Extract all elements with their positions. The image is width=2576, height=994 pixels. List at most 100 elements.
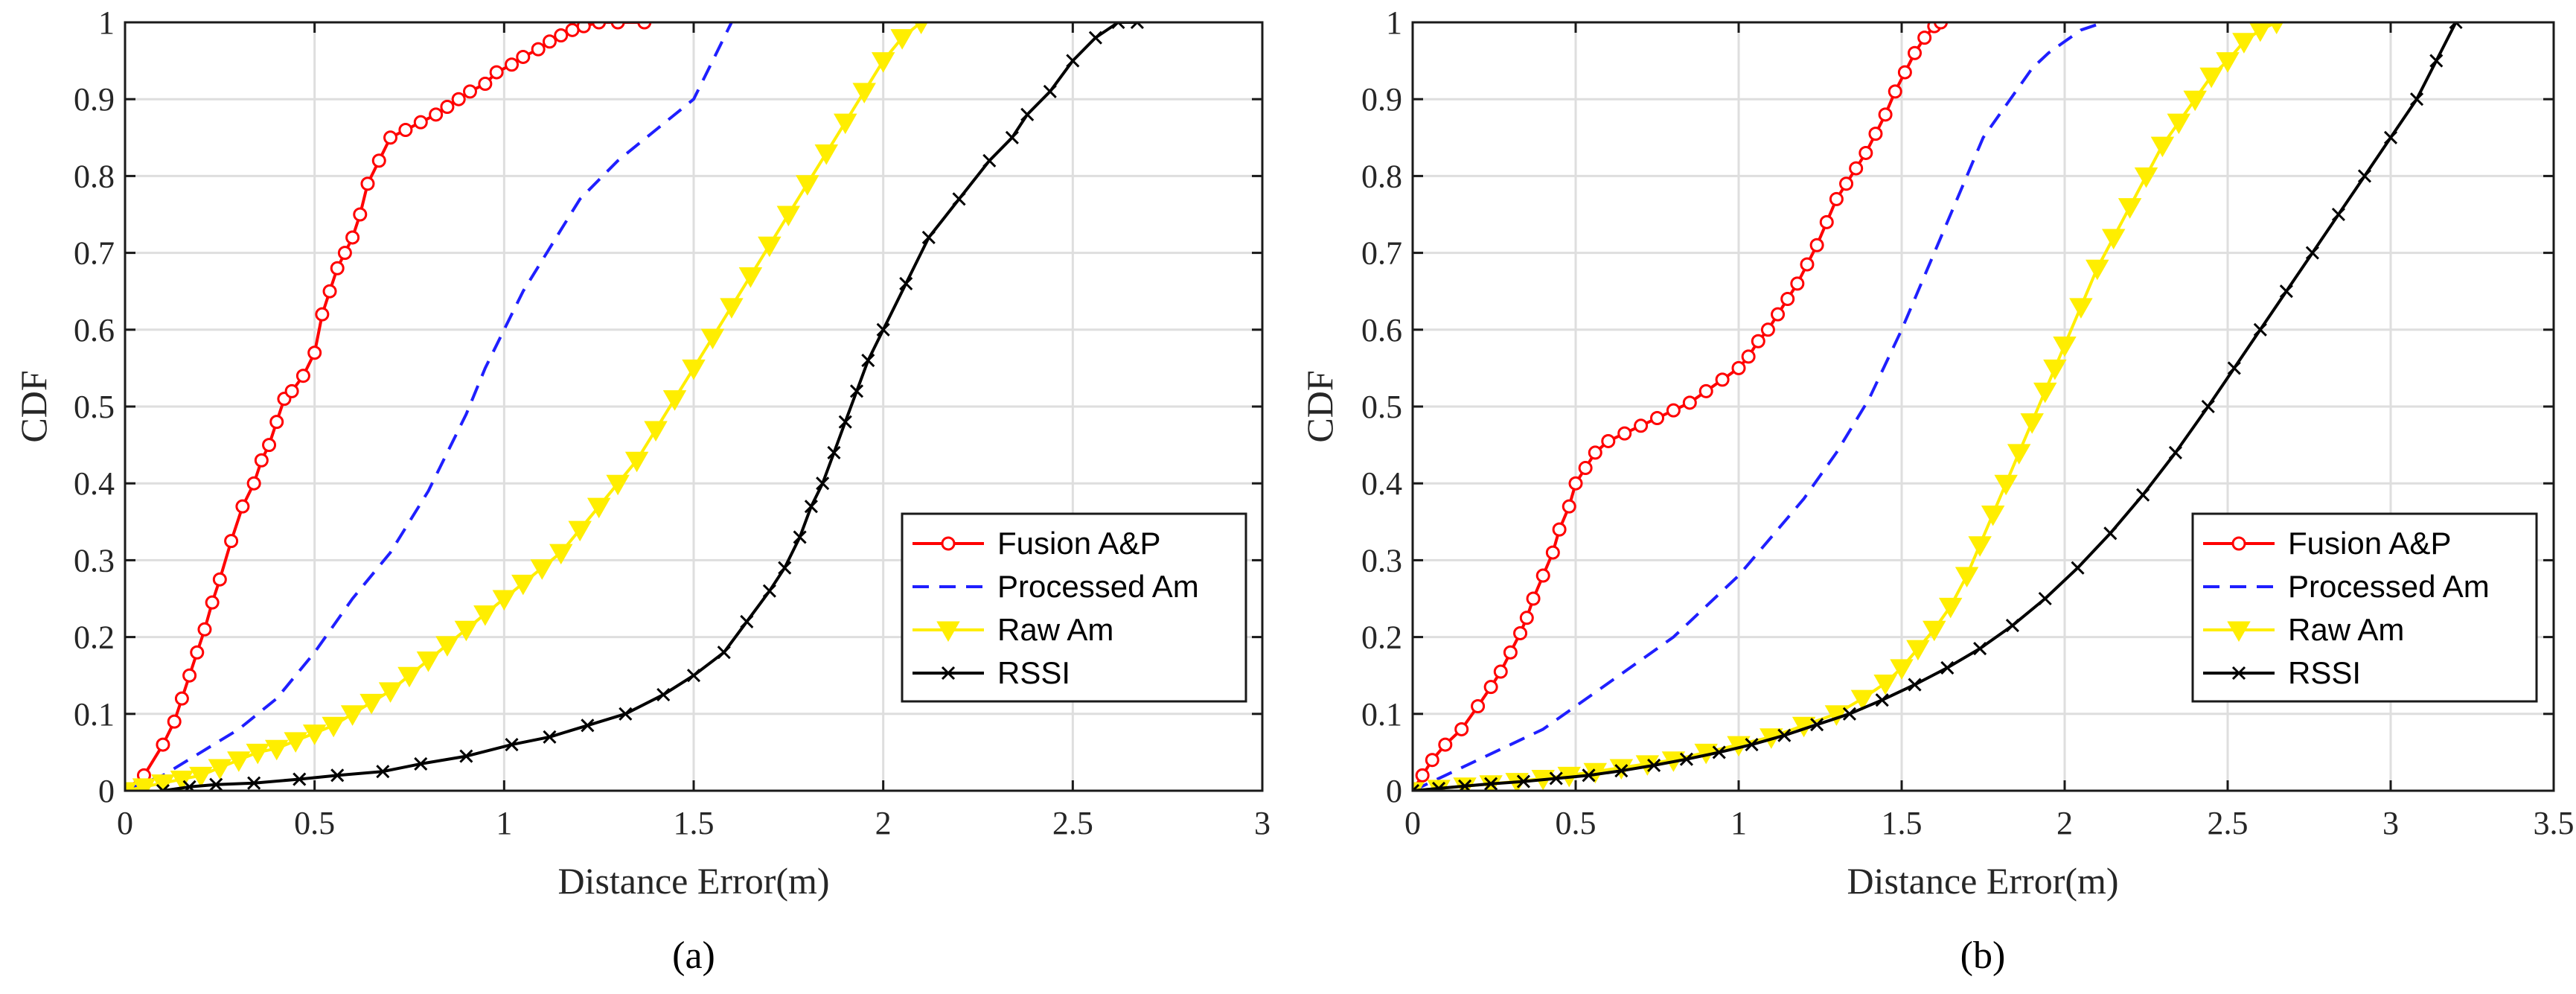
data-point: [511, 574, 535, 596]
data-point: [174, 691, 189, 706]
data-point: [1868, 127, 1883, 141]
data-point: [489, 65, 504, 80]
data-point: [1519, 611, 1534, 625]
data-point: [1908, 678, 1922, 692]
data-point: [1582, 768, 1596, 783]
y-axis-label: CDF: [13, 370, 54, 442]
data-point: [435, 636, 459, 657]
y-tick-label: 0.8: [74, 158, 115, 194]
data-point: [371, 153, 386, 168]
legend-marker: [941, 536, 956, 551]
data-point: [182, 780, 196, 791]
data-point: [322, 284, 337, 299]
legend-item-processed-am: Processed Am: [2203, 569, 2490, 604]
data-point: [1973, 642, 1987, 656]
data-point: [2305, 246, 2319, 260]
data-point: [337, 246, 352, 261]
data-point: [269, 415, 284, 430]
legend-marker: [2231, 536, 2246, 551]
data-point: [208, 759, 232, 780]
data-point: [2069, 298, 2093, 319]
data-point: [2134, 167, 2158, 188]
data-point: [167, 714, 182, 729]
data-point: [1415, 768, 1430, 783]
data-point: [1130, 22, 1144, 30]
series-line-rssi: [1413, 22, 2458, 791]
data-point: [1545, 545, 1560, 560]
data-point: [189, 766, 213, 788]
data-point: [2227, 361, 2241, 375]
data-point: [2086, 259, 2109, 281]
data-point: [2383, 130, 2398, 144]
y-tick-label: 0.1: [74, 696, 115, 733]
data-point: [2103, 526, 2118, 541]
data-point: [1483, 680, 1498, 695]
x-tick-label: 0: [117, 805, 133, 841]
x-tick-label: 2.5: [1052, 805, 1093, 841]
data-point: [1890, 659, 1914, 680]
data-point: [190, 645, 205, 660]
x-tick-label: 1: [1730, 805, 1747, 841]
data-point: [1888, 84, 1902, 99]
data-point: [738, 267, 763, 288]
data-point: [982, 153, 997, 168]
data-point: [397, 666, 421, 688]
data-point: [1005, 130, 1019, 144]
data-point: [914, 22, 928, 35]
data-point: [531, 42, 546, 57]
data-point: [1568, 476, 1583, 491]
data-point: [262, 438, 277, 453]
y-tick-label: 0.5: [1361, 389, 1402, 425]
data-point: [2269, 22, 2283, 35]
data-point: [530, 559, 554, 580]
legend-item-fusion-aandp: Fusion A&P: [2203, 526, 2451, 561]
data-point: [2005, 619, 2019, 633]
y-tick-label: 0.2: [74, 619, 115, 656]
legend-label: Fusion A&P: [997, 526, 1160, 561]
data-point: [1842, 707, 1856, 721]
data-point: [2216, 52, 2240, 73]
data-point: [1780, 292, 1795, 307]
data-point: [1526, 591, 1541, 606]
series-processed-am: [1413, 22, 2105, 791]
x-tick-label: 0.5: [294, 805, 335, 841]
data-point: [2167, 113, 2191, 135]
data-point: [1938, 597, 1963, 619]
data-point: [429, 107, 444, 122]
data-point: [1617, 426, 1632, 441]
data-point: [1549, 771, 1563, 786]
legend-item-rssi: RSSI: [2203, 655, 2361, 690]
data-point: [762, 584, 776, 598]
data-point: [610, 22, 625, 30]
data-point: [1562, 499, 1576, 514]
data-point: [2033, 382, 2057, 404]
data-point: [1438, 737, 1453, 752]
data-point: [322, 716, 345, 738]
data-point: [2429, 54, 2444, 68]
data-point: [1873, 675, 1897, 695]
data-point: [459, 749, 473, 763]
data-point: [793, 530, 807, 544]
data-point: [492, 590, 517, 611]
data-point: [816, 477, 830, 491]
data-point: [254, 453, 269, 468]
legend-label: RSSI: [2288, 655, 2361, 690]
data-point: [125, 782, 137, 791]
x-tick-label: 2: [2056, 805, 2073, 841]
data-point: [462, 84, 477, 99]
data-point: [2038, 591, 2052, 606]
legend-item-processed-am: Processed Am: [913, 569, 1199, 604]
data-point: [414, 756, 428, 771]
data-point: [1875, 693, 1889, 707]
data-point: [1043, 84, 1057, 98]
data-point: [568, 520, 592, 542]
data-point: [796, 175, 819, 196]
y-tick-label: 0.9: [1361, 81, 1402, 118]
chart-panel-b: 0 0.5 1 1.5 2 2.5 3 3.5 0 0.1 0.2 0.3 0.4 0.5 0.6 0.7 0.…: [1299, 4, 2575, 977]
data-point: [581, 719, 595, 733]
y-tick-label: 0.6: [74, 312, 115, 348]
legend-item-raw-am: Raw Am: [2203, 612, 2404, 647]
data-point: [1934, 22, 1949, 30]
data-point: [2279, 284, 2293, 299]
data-point: [952, 192, 966, 206]
